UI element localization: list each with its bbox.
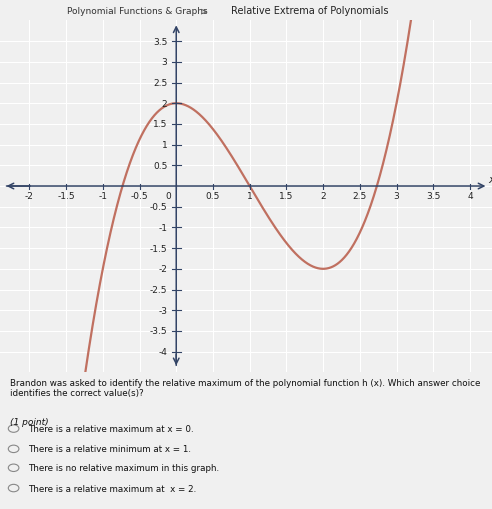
Text: -2: -2 [25,191,34,201]
Text: 1.5: 1.5 [279,191,294,201]
Text: Polynomial Functions & Graphs: Polynomial Functions & Graphs [67,7,208,16]
Text: -3.5: -3.5 [150,327,167,336]
Text: (1 point): (1 point) [10,417,48,426]
Text: 3.5: 3.5 [153,38,167,46]
Text: There is no relative maximum in this graph.: There is no relative maximum in this gra… [28,463,219,472]
Text: x: x [489,174,492,184]
Text: -4: -4 [158,348,167,356]
Text: There is a relative maximum at  x = 2.: There is a relative maximum at x = 2. [28,484,196,493]
Text: 1.5: 1.5 [153,120,167,129]
Text: -3: -3 [158,306,167,315]
Text: 1: 1 [247,191,252,201]
Text: 0: 0 [165,191,171,201]
Text: -2.5: -2.5 [150,286,167,294]
Text: 2.5: 2.5 [353,191,367,201]
Text: There is a relative minimum at x = 1.: There is a relative minimum at x = 1. [28,444,191,454]
Text: -1: -1 [158,223,167,233]
Text: There is a relative maximum at x = 0.: There is a relative maximum at x = 0. [28,425,194,433]
Text: 0.5: 0.5 [206,191,220,201]
Text: -0.5: -0.5 [150,203,167,212]
Text: 3: 3 [394,191,400,201]
Text: 1: 1 [162,141,167,150]
Text: >: > [200,6,208,16]
Text: 3.5: 3.5 [426,191,440,201]
Text: 2: 2 [320,191,326,201]
Text: -1.5: -1.5 [150,244,167,253]
Text: 2.5: 2.5 [153,79,167,88]
Text: -2: -2 [158,265,167,274]
Text: -1.5: -1.5 [57,191,75,201]
Text: 4: 4 [467,191,473,201]
Text: 2: 2 [162,100,167,108]
Text: -1: -1 [98,191,107,201]
Text: 0.5: 0.5 [153,161,167,171]
Text: -0.5: -0.5 [131,191,148,201]
Text: Relative Extrema of Polynomials: Relative Extrema of Polynomials [231,6,389,16]
Text: 3: 3 [162,58,167,67]
Text: Brandon was asked to identify the relative maximum of the polynomial function h : Brandon was asked to identify the relati… [10,378,480,398]
